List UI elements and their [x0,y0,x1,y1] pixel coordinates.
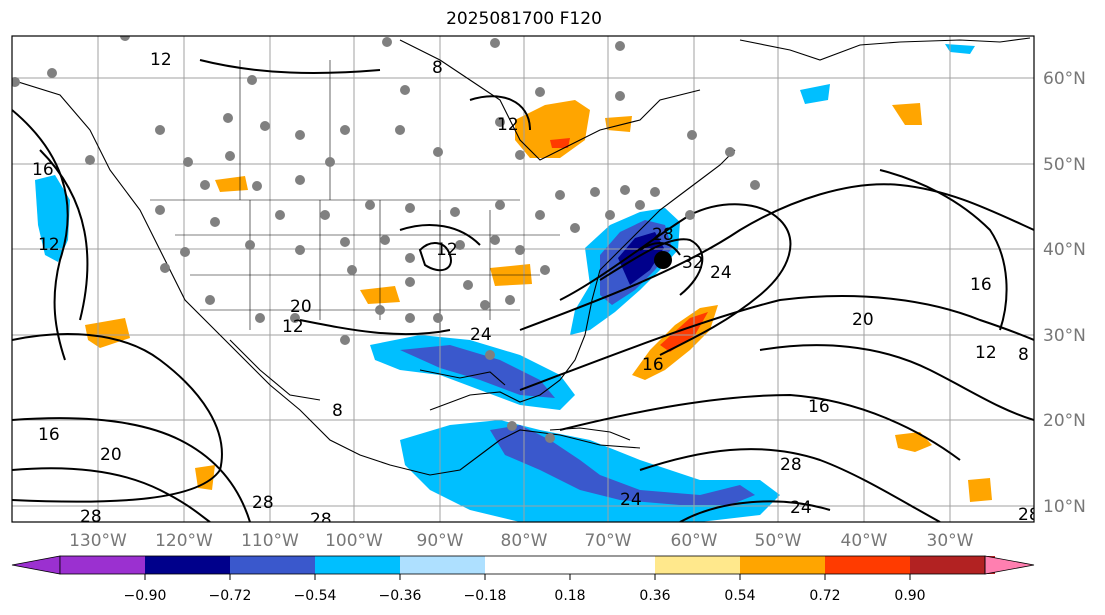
colorbar-tick: −0.54 [294,588,337,604]
colorbar-tick: −0.18 [464,588,507,604]
svg-text:12: 12 [282,317,304,337]
colorbar-tick: 0.90 [894,588,925,604]
lat-label: 20°N [1043,411,1086,431]
lon-label: 60°W [671,531,718,551]
svg-text:24: 24 [710,263,732,283]
svg-text:16: 16 [32,160,54,180]
svg-text:24: 24 [620,490,642,510]
lon-label: 50°W [755,531,802,551]
lon-label: 130°W [69,531,127,551]
core-negative-shade [618,232,664,285]
longitude-labels: 130°W 120°W 110°W 100°W 90°W 80°W 70°W 6… [69,531,974,551]
map-title: 2025081700 F120 [446,9,602,29]
colorbar: −0.90 −0.72 −0.54 −0.36 −0.18 0.18 0.36 … [11,555,1035,604]
lat-label: 40°N [1043,240,1086,260]
lat-label: 10°N [1043,497,1086,517]
station-markers [12,36,760,443]
low-center-marker [654,251,672,269]
colorbar-tick: −0.90 [124,588,167,604]
lon-label: 40°W [841,531,888,551]
svg-text:20: 20 [852,310,874,330]
lat-label: 30°N [1043,326,1086,346]
svg-text:32: 32 [682,253,704,273]
svg-text:12: 12 [150,50,172,70]
svg-text:28: 28 [80,507,102,527]
svg-text:24: 24 [470,325,492,345]
political-borders [150,60,560,330]
lat-label: 60°N [1043,69,1086,89]
colorbar-tick: 0.72 [809,588,840,604]
lon-label: 120°W [155,531,213,551]
contour-lines [12,59,1034,522]
colorbar-tick: −0.36 [379,588,422,604]
svg-text:28: 28 [1018,505,1040,525]
lon-label: 90°W [417,531,464,551]
contour-labels: 12 16 12 8 12 12 8 12 16 20 24 28 28 32 … [32,50,1040,530]
lon-label: 100°W [325,531,383,551]
colorbar-tick: 0.36 [639,588,670,604]
lon-label: 30°W [927,531,974,551]
svg-text:28: 28 [780,455,802,475]
svg-text:12: 12 [975,343,997,363]
svg-text:8: 8 [432,58,443,78]
svg-text:28: 28 [310,510,332,530]
svg-text:12: 12 [38,235,60,255]
svg-text:20: 20 [100,445,122,465]
svg-text:8: 8 [1018,345,1029,365]
svg-text:16: 16 [642,355,664,375]
svg-text:12: 12 [436,240,458,260]
svg-text:16: 16 [808,397,830,417]
lat-label: 50°N [1043,155,1086,175]
colorbar-high-extension [984,555,1035,575]
coastlines [12,37,1031,476]
svg-text:28: 28 [652,225,674,245]
svg-text:20: 20 [290,297,312,317]
svg-text:16: 16 [970,275,992,295]
lon-label: 70°W [585,531,632,551]
svg-text:24: 24 [790,498,812,518]
latitude-labels: 60°N 50°N 40°N 30°N 20°N 10°N [1043,69,1086,517]
svg-text:16: 16 [38,425,60,445]
svg-text:12: 12 [497,115,519,135]
colorbar-low-extension [11,555,61,575]
colorbar-tick: −0.72 [209,588,252,604]
map-frame [11,35,1035,523]
colorbar-tick: 0.54 [724,588,755,604]
colorbar-tick: 0.18 [554,588,585,604]
svg-text:8: 8 [332,401,343,421]
lon-label: 80°W [501,531,548,551]
svg-text:28: 28 [252,493,274,513]
lon-label: 110°W [241,531,299,551]
